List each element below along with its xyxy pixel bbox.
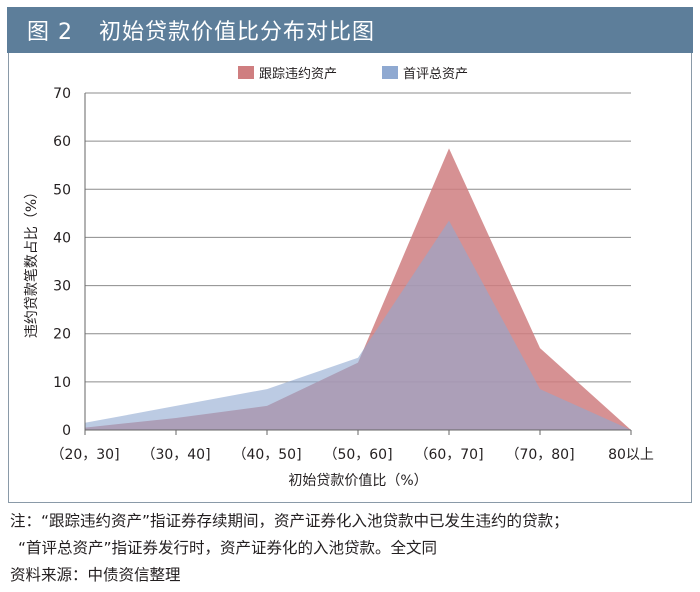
figure-label: 图 2 bbox=[27, 20, 73, 45]
legend-swatch bbox=[238, 66, 254, 79]
y-tick-label: 10 bbox=[53, 375, 71, 391]
figure-notes: 注：“跟踪违约资产”指证券存续期间，资产证券化入池贷款中已发生违约的贷款； “首… bbox=[10, 508, 696, 589]
y-axis-label: 违约贷款笔数占比（%） bbox=[24, 185, 40, 338]
y-tick-label: 0 bbox=[62, 423, 71, 439]
note-line-2: “首评总资产”指证券发行时，资产证券化的入池贷款。全文同 bbox=[18, 539, 438, 557]
legend-label: 首评总资产 bbox=[403, 67, 468, 82]
note-line-1: 注：“跟踪违约资产”指证券存续期间，资产证券化入池贷款中已发生违约的贷款； bbox=[10, 512, 569, 530]
figure-header: 图 2 初始贷款价值比分布对比图 bbox=[7, 7, 693, 53]
x-tick-label: 80以上 bbox=[608, 447, 654, 463]
series-area bbox=[85, 220, 631, 430]
series-areas bbox=[84, 148, 632, 431]
x-tick-label: （20，30] bbox=[50, 447, 119, 463]
axes bbox=[84, 93, 632, 435]
y-tick-label: 70 bbox=[53, 86, 71, 102]
x-tick-label: （40，50] bbox=[232, 447, 301, 463]
source-line: 资料来源：中债资信整理 bbox=[10, 566, 181, 584]
legend-swatch bbox=[382, 66, 398, 79]
x-tick-label: （60，70] bbox=[414, 447, 483, 463]
y-tick-labels: 0 10 20 30 40 50 60 70 bbox=[53, 86, 71, 439]
x-tick-label: （50，60] bbox=[323, 447, 392, 463]
x-tick-label: （30，40] bbox=[141, 447, 210, 463]
y-tick-label: 50 bbox=[53, 182, 71, 198]
x-axis-label: 初始贷款价值比（%） bbox=[288, 472, 427, 489]
area-chart: 跟踪违约资产 首评总资产 0 10 20 30 40 50 60 70 （20，30] （30，4… bbox=[24, 66, 654, 489]
y-tick-label: 40 bbox=[53, 230, 71, 246]
y-tick-label: 60 bbox=[53, 134, 71, 150]
legend-label: 跟踪违约资产 bbox=[259, 67, 337, 82]
y-tick-label: 20 bbox=[53, 327, 71, 343]
y-tick-label: 30 bbox=[53, 279, 71, 295]
x-tick-labels: （20，30] （30，40] （40，50] （50，60] （60，70] （70，8… bbox=[50, 447, 653, 463]
legend: 跟踪违约资产 首评总资产 bbox=[238, 66, 468, 82]
x-tick-label: （70，80] bbox=[505, 447, 574, 463]
figure-title: 初始贷款价值比分布对比图 bbox=[99, 20, 376, 45]
